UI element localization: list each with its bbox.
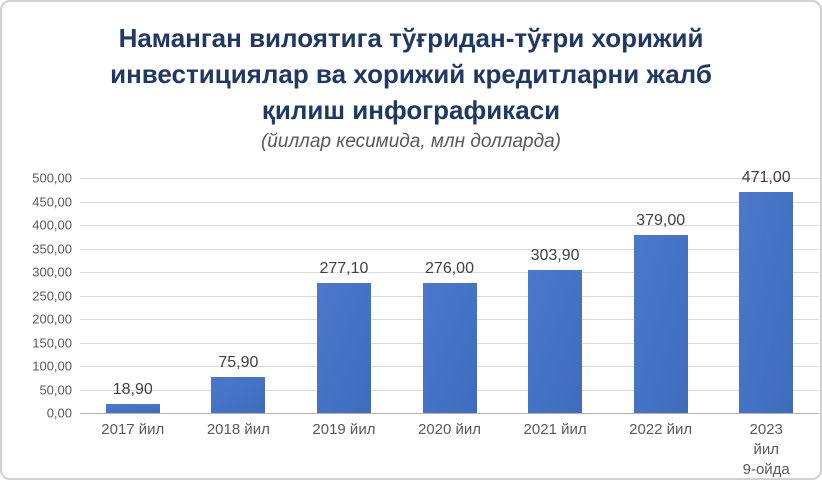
bar	[211, 377, 266, 413]
gridline	[80, 225, 819, 226]
bar-value-label: 277,10	[319, 259, 369, 277]
chart-subtitle: (йиллар кесимида, млн долларда)	[260, 131, 561, 152]
bar-value-label: 379,00	[636, 211, 686, 229]
bar-value-label: 303,90	[530, 247, 580, 265]
y-tick-label: 450,00	[32, 194, 72, 209]
y-tick-label: 250,00	[32, 288, 72, 303]
bar	[633, 234, 688, 413]
bar-value-label: 276,00	[425, 260, 474, 278]
y-tick-label: 150,00	[32, 335, 72, 350]
chart-title-line-1: Наманган вилоятига тўғридан-тўғри хорижи…	[118, 23, 704, 53]
chart-title-line-3: қилиш инфографикаси	[261, 95, 561, 125]
x-tick-label: 2020 йил	[417, 421, 482, 438]
bar	[739, 191, 794, 413]
x-tick-label: 2023 йил 9-ойда	[742, 421, 790, 478]
x-tick-label: 2019 йил	[312, 421, 376, 438]
plot-area: 18,90 75,90 277,10 276,00 303,90 379,00 471,00	[80, 169, 819, 414]
bar	[105, 404, 160, 413]
x-axis-line	[80, 413, 819, 414]
y-tick-label: 200,00	[32, 311, 72, 327]
gridline	[80, 201, 819, 203]
bar	[316, 282, 371, 413]
chart-title-line-2: инвестициялар ва хорижий кредитларни жал…	[110, 59, 712, 89]
y-tick-label: 500,00	[32, 170, 72, 186]
y-tick-label: 100,00	[32, 358, 72, 374]
gridline	[80, 248, 819, 250]
bar	[422, 283, 477, 413]
y-tick-label: 350,00	[32, 241, 72, 256]
bar	[528, 270, 583, 413]
x-tick-label: 2021 йил	[523, 421, 587, 438]
gridline	[80, 178, 819, 179]
x-tick-label: 2022 йил	[629, 421, 693, 438]
y-axis-labels: 0,00 50,00 100,00 150,00 200,00 250,00 300,00 3…	[10, 171, 72, 421]
y-tick-label: 50,00	[39, 382, 72, 397]
y-tick-label: 0,00	[46, 405, 72, 421]
y-tick-label: 300,00	[32, 264, 72, 280]
y-tick-label: 400,00	[32, 217, 72, 233]
x-tick-label: 2017 йил	[101, 421, 165, 438]
bar-value-label: 18,90	[112, 381, 153, 399]
bar-value-label: 471,00	[741, 168, 791, 186]
x-tick-label: 2018 йил	[206, 421, 270, 438]
chart-title: Наманган вилоятига тўғридан-тўғри хорижи…	[2, 20, 820, 128]
x-axis-labels: 2017 йил 2018 йил 2019 йил 2020 йил 2021 йил…	[80, 420, 819, 478]
gridline	[80, 272, 819, 273]
bar-value-label: 75,90	[218, 354, 259, 372]
